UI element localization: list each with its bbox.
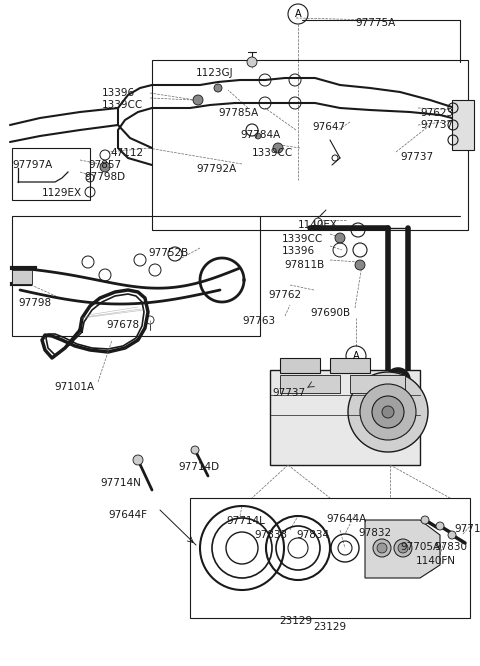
Circle shape xyxy=(335,233,345,243)
Circle shape xyxy=(436,522,444,530)
Circle shape xyxy=(448,531,456,539)
Text: 97644A: 97644A xyxy=(326,514,366,524)
Text: 97705A: 97705A xyxy=(400,542,440,552)
Circle shape xyxy=(355,260,365,270)
Circle shape xyxy=(255,133,261,139)
Text: 1129EX: 1129EX xyxy=(42,188,82,198)
Text: 1140FN: 1140FN xyxy=(416,556,456,566)
Text: 97834: 97834 xyxy=(296,530,329,540)
Bar xyxy=(190,498,470,618)
Circle shape xyxy=(133,455,143,465)
Text: 1339CC: 1339CC xyxy=(252,148,293,158)
Bar xyxy=(280,375,340,393)
Text: 1339CC: 1339CC xyxy=(102,100,143,110)
Text: 97833: 97833 xyxy=(254,530,287,540)
Text: 1123GJ: 1123GJ xyxy=(196,68,234,78)
Text: 97623: 97623 xyxy=(420,108,453,118)
Circle shape xyxy=(360,384,416,440)
Text: 97785A: 97785A xyxy=(218,108,258,118)
Text: 97737: 97737 xyxy=(420,120,453,130)
Text: 97762: 97762 xyxy=(268,290,301,300)
Text: 97690B: 97690B xyxy=(310,308,350,318)
Text: 97647: 97647 xyxy=(312,122,345,132)
Bar xyxy=(152,60,468,230)
Text: A: A xyxy=(295,9,301,19)
Text: 13396: 13396 xyxy=(282,246,315,256)
Text: 97811B: 97811B xyxy=(284,260,324,270)
Text: A: A xyxy=(353,351,360,361)
Text: 97798D: 97798D xyxy=(84,172,125,182)
Circle shape xyxy=(377,543,387,553)
Text: 1339CC: 1339CC xyxy=(282,234,323,244)
Circle shape xyxy=(193,95,203,105)
Bar xyxy=(452,100,474,150)
Text: 97737: 97737 xyxy=(272,388,305,398)
Text: 97101A: 97101A xyxy=(54,382,94,392)
Circle shape xyxy=(191,446,199,454)
Circle shape xyxy=(421,516,429,524)
Bar xyxy=(12,270,32,284)
Text: 97752B: 97752B xyxy=(148,248,188,258)
Text: 97714N: 97714N xyxy=(100,478,141,488)
Text: 97737: 97737 xyxy=(400,152,433,162)
Circle shape xyxy=(100,162,110,172)
Text: 97714L: 97714L xyxy=(226,516,265,526)
Bar xyxy=(12,148,90,200)
Text: 97798: 97798 xyxy=(18,298,51,308)
Text: 1140EX: 1140EX xyxy=(298,220,338,230)
Polygon shape xyxy=(365,520,440,578)
Text: 97716A: 97716A xyxy=(454,524,480,534)
Text: 97792A: 97792A xyxy=(196,164,236,174)
Bar xyxy=(330,358,370,373)
Text: 97830: 97830 xyxy=(434,542,467,552)
Bar xyxy=(350,375,405,393)
Text: 97775A: 97775A xyxy=(355,18,395,28)
Circle shape xyxy=(394,539,412,557)
Bar xyxy=(270,370,420,465)
Text: 23129: 23129 xyxy=(279,616,312,626)
Bar xyxy=(280,358,320,373)
Circle shape xyxy=(348,372,428,452)
Text: 97763: 97763 xyxy=(242,316,275,326)
Circle shape xyxy=(214,84,222,92)
Text: 97857: 97857 xyxy=(88,160,121,170)
Text: 97678: 97678 xyxy=(106,320,139,330)
Bar xyxy=(12,216,260,336)
Text: 13396: 13396 xyxy=(102,88,135,98)
Circle shape xyxy=(382,406,394,418)
Circle shape xyxy=(273,143,283,153)
Text: 47112: 47112 xyxy=(110,148,143,158)
Circle shape xyxy=(247,57,257,67)
Text: 97832: 97832 xyxy=(358,528,391,538)
Text: 97797A: 97797A xyxy=(12,160,52,170)
Text: 97784A: 97784A xyxy=(240,130,280,140)
Text: 97714D: 97714D xyxy=(178,462,219,472)
Text: 97644F: 97644F xyxy=(108,510,147,520)
Circle shape xyxy=(373,539,391,557)
Circle shape xyxy=(372,396,404,428)
Circle shape xyxy=(398,543,408,553)
Text: 23129: 23129 xyxy=(313,622,347,632)
